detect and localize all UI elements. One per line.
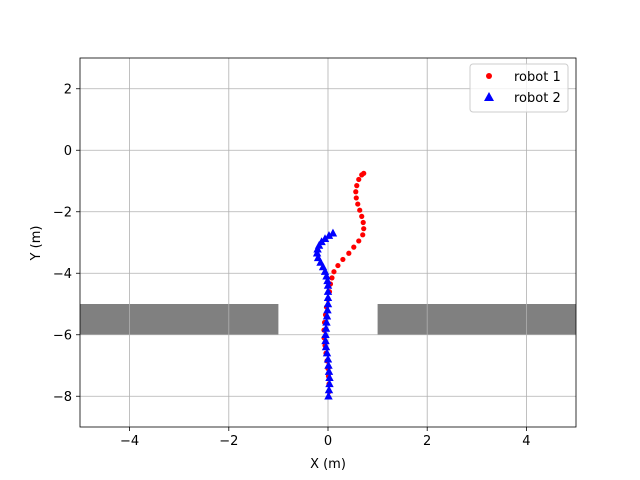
series-2-point-29 — [325, 379, 334, 388]
x-tick-label-2: 0 — [324, 434, 332, 449]
y-tick-label-2: −4 — [53, 267, 72, 282]
series-2-point-1 — [324, 231, 334, 239]
y-tick-label-1: −6 — [53, 328, 72, 343]
series-2-point-18 — [322, 311, 332, 320]
y-tick-label-3: −2 — [53, 205, 72, 220]
series-2-point-15 — [323, 293, 333, 302]
legend-label-robot-2: robot 2 — [514, 91, 561, 106]
legend-marker-robot-1 — [486, 73, 492, 79]
x-tick-label-0: −4 — [120, 434, 139, 449]
series-1-point-9 — [360, 219, 366, 226]
y-tick-label-0: −8 — [53, 390, 72, 405]
x-axis-label: X (m) — [310, 457, 346, 472]
obstacle-1 — [80, 304, 279, 335]
obstacle-2 — [377, 304, 576, 335]
series-1-point-5 — [353, 195, 359, 201]
series-1-point-7 — [357, 207, 363, 213]
series-2-point-28 — [325, 373, 334, 381]
y-tick-label-5: 2 — [64, 82, 72, 97]
series-1-point-1 — [359, 172, 365, 178]
series-1-point-11 — [360, 232, 366, 238]
y-axis-label: Y (m) — [29, 226, 44, 262]
series-2-point-24 — [322, 348, 332, 357]
series-2-point-0 — [328, 228, 338, 237]
series-2-point-11 — [322, 271, 331, 280]
series-1-point-13 — [351, 244, 357, 250]
x-tick-label-3: 2 — [423, 434, 431, 449]
series-2-point-26 — [324, 360, 333, 369]
x-tick-label-1: −2 — [219, 434, 238, 449]
legend-label-robot-1: robot 1 — [514, 70, 561, 85]
series-2-point-17 — [323, 305, 332, 314]
series-1-point-15 — [340, 256, 346, 263]
series-1-point-6 — [355, 201, 361, 207]
series-1-point-3 — [354, 183, 360, 189]
series-1-point-17 — [331, 269, 337, 275]
series-1-point-2 — [356, 176, 362, 183]
series-2-point-14 — [323, 287, 333, 295]
series-1-point-4 — [353, 189, 359, 195]
series-2-point-23 — [321, 342, 331, 351]
series-2-point-22 — [321, 336, 330, 345]
series-2-point-5 — [313, 244, 322, 253]
series-1-point-8 — [359, 213, 365, 219]
series-2-point-16 — [323, 299, 333, 308]
series-2-point-27 — [324, 367, 334, 375]
legend: robot 1 robot 2 — [469, 63, 569, 113]
series-2-point-21 — [321, 330, 330, 338]
series-1-point-14 — [346, 250, 352, 256]
series-1-point-10 — [361, 226, 367, 232]
series-2-point-31 — [324, 391, 333, 400]
series-1-point-16 — [335, 262, 341, 269]
series-2-point-20 — [321, 324, 331, 332]
series-1-point-12 — [356, 238, 362, 244]
series-2-point-13 — [323, 280, 333, 289]
series-2-point-12 — [323, 276, 332, 285]
series-1-point-18 — [329, 275, 335, 281]
plot-area — [79, 57, 577, 428]
x-tick-label-4: 4 — [522, 434, 530, 449]
legend-marker-robot-2 — [484, 92, 494, 101]
series-2-point-25 — [323, 354, 333, 363]
legend-box — [469, 63, 569, 113]
series-2-point-6 — [312, 248, 322, 257]
series-2-point-30 — [324, 385, 334, 394]
y-tick-label-4: 0 — [64, 144, 72, 159]
series-2-point-19 — [322, 317, 331, 326]
